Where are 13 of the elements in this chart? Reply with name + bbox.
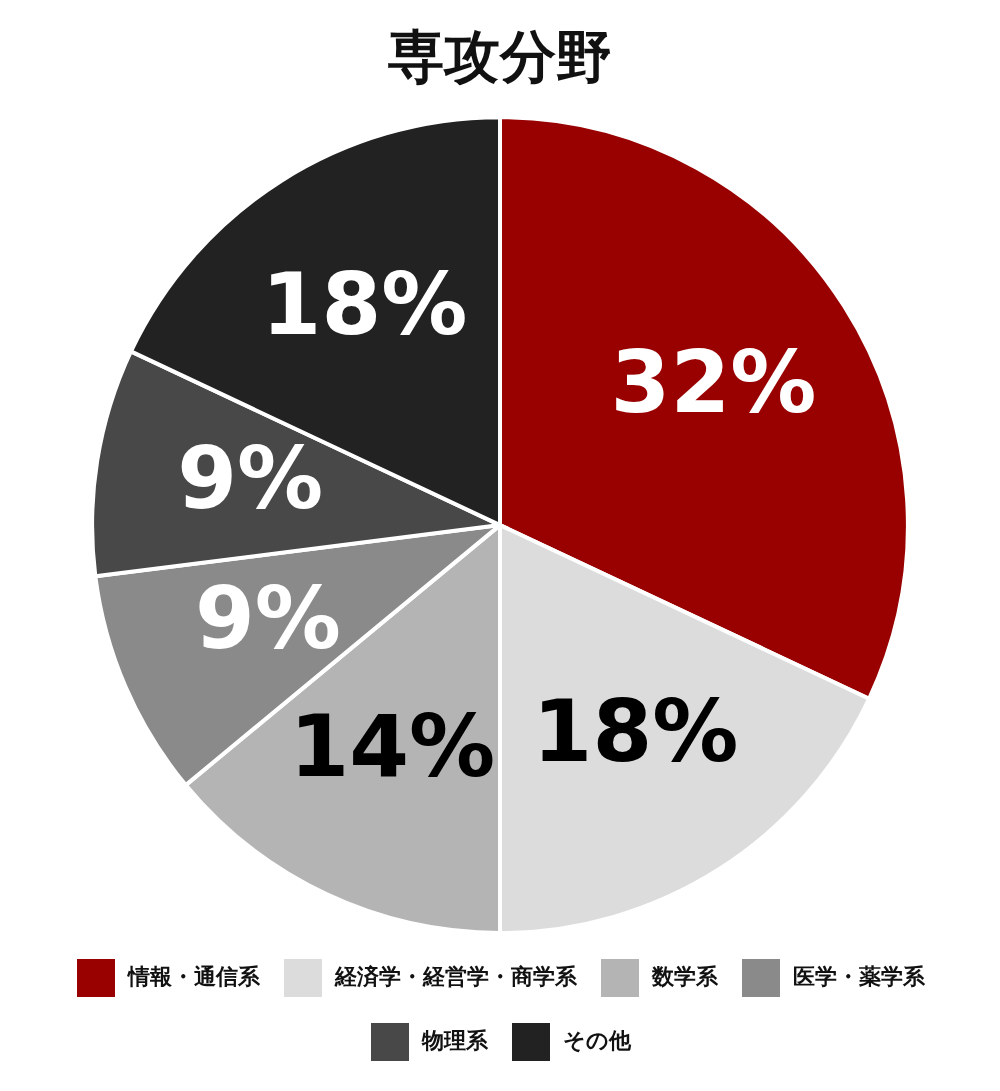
data-label: 18% [532, 680, 739, 781]
data-label: 32% [610, 331, 817, 432]
legend-label: 数学系 [651, 963, 719, 989]
legend-label: 物理系 [421, 1027, 489, 1053]
chart-title: 専攻分野 [388, 24, 612, 90]
legend-label: 医学・薬学系 [793, 963, 926, 989]
data-label: 9% [177, 427, 324, 528]
legend-label: その他 [563, 1027, 632, 1053]
data-label: 9% [194, 567, 341, 668]
data-label: 18% [261, 253, 468, 354]
legend-label: 情報・通信系 [126, 963, 261, 989]
legend-label: 経済学・経営学・商学系 [334, 963, 578, 989]
data-label: 14% [289, 696, 496, 797]
